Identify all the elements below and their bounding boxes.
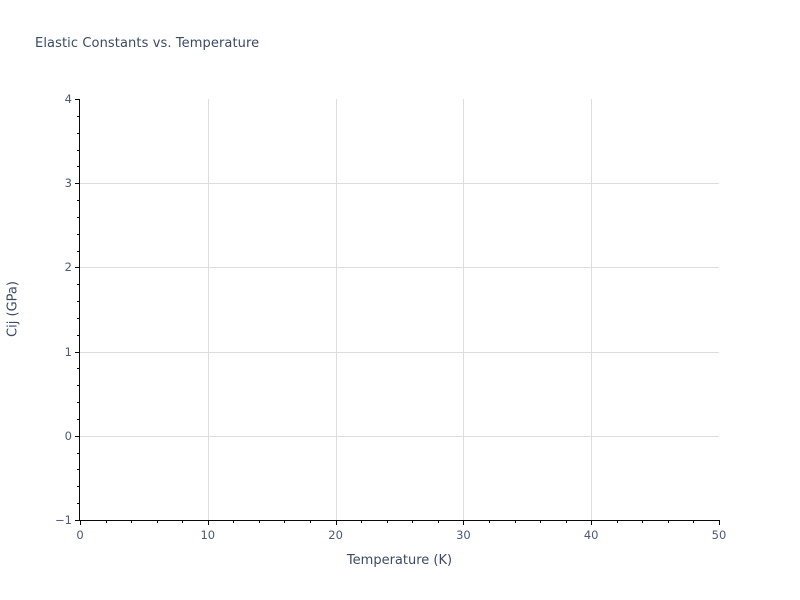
x-tick-minor bbox=[386, 521, 388, 523]
x-tick-minor bbox=[540, 521, 542, 523]
x-tick-minor bbox=[233, 521, 235, 523]
x-tick-minor bbox=[361, 521, 363, 523]
x-tick-minor bbox=[156, 521, 158, 523]
x-tick-major bbox=[463, 521, 465, 525]
x-tick-minor bbox=[642, 521, 644, 523]
y-tick-minor bbox=[77, 301, 79, 303]
gridline-horizontal bbox=[80, 267, 719, 269]
gridline-vertical bbox=[591, 99, 593, 520]
y-tick-minor bbox=[77, 385, 79, 387]
y-tick-major bbox=[75, 99, 79, 100]
y-tick-minor bbox=[77, 317, 79, 319]
gridline-horizontal bbox=[80, 351, 719, 353]
x-axis-label: Temperature (K) bbox=[346, 553, 453, 568]
x-tick-minor bbox=[514, 521, 516, 523]
y-tick-minor bbox=[77, 200, 79, 202]
x-tick-major bbox=[80, 521, 81, 525]
y-axis-label: Cij (GPa) bbox=[5, 281, 21, 337]
x-tick-label: 20 bbox=[328, 528, 343, 542]
y-tick-minor bbox=[77, 284, 79, 286]
x-tick-label: 0 bbox=[76, 528, 84, 542]
x-tick-major bbox=[335, 521, 337, 525]
y-tick-major bbox=[75, 267, 79, 269]
x-tick-major bbox=[719, 521, 720, 525]
gridline-horizontal bbox=[80, 183, 719, 185]
gridline-horizontal bbox=[80, 435, 719, 437]
y-axis-spine bbox=[79, 99, 80, 521]
y-tick-minor bbox=[77, 503, 79, 505]
y-tick-label: 0 bbox=[64, 428, 72, 443]
y-tick-minor bbox=[77, 233, 79, 235]
y-tick-label: 3 bbox=[64, 176, 72, 191]
y-tick-minor bbox=[77, 469, 79, 471]
y-tick-major bbox=[75, 183, 79, 185]
y-tick-minor bbox=[77, 149, 79, 151]
y-tick-label: 4 bbox=[64, 92, 72, 106]
x-tick-label: 50 bbox=[711, 528, 727, 542]
plot-area bbox=[80, 99, 719, 520]
y-tick-minor bbox=[77, 452, 79, 454]
x-tick-minor bbox=[437, 521, 439, 523]
y-tick-label: 2 bbox=[64, 260, 72, 275]
y-tick-minor bbox=[77, 402, 79, 404]
y-tick-major bbox=[75, 520, 79, 521]
y-tick-minor bbox=[77, 216, 79, 218]
gridline-vertical bbox=[463, 99, 465, 520]
x-tick-label: 30 bbox=[456, 528, 471, 542]
x-tick-label: 10 bbox=[200, 528, 216, 542]
x-tick-minor bbox=[667, 521, 669, 523]
x-tick-minor bbox=[412, 521, 414, 523]
x-tick-minor bbox=[258, 521, 260, 523]
y-tick-minor bbox=[77, 250, 79, 252]
y-tick-minor bbox=[77, 334, 79, 336]
y-tick-minor bbox=[77, 418, 79, 420]
y-tick-minor bbox=[77, 368, 79, 370]
x-tick-major bbox=[591, 521, 593, 525]
gridline-vertical bbox=[207, 99, 209, 520]
x-tick-major bbox=[207, 521, 209, 525]
y-tick-minor bbox=[77, 132, 79, 134]
x-tick-minor bbox=[488, 521, 490, 523]
x-tick-minor bbox=[182, 521, 184, 523]
x-tick-minor bbox=[565, 521, 567, 523]
chart-title: Elastic Constants vs. Temperature bbox=[35, 36, 260, 51]
x-tick-minor bbox=[284, 521, 286, 523]
x-tick-minor bbox=[616, 521, 618, 523]
y-tick-label: 1 bbox=[64, 344, 72, 359]
y-tick-major bbox=[75, 435, 79, 437]
x-tick-minor bbox=[105, 521, 107, 523]
x-tick-minor bbox=[310, 521, 312, 523]
x-axis-spine bbox=[79, 520, 720, 521]
gridline-vertical bbox=[335, 99, 337, 520]
x-tick-minor bbox=[693, 521, 695, 523]
y-tick-minor bbox=[77, 166, 79, 168]
y-tick-major bbox=[75, 351, 79, 353]
y-tick-minor bbox=[77, 115, 79, 117]
y-tick-label: −1 bbox=[55, 513, 72, 527]
x-tick-minor bbox=[131, 521, 133, 523]
y-tick-minor bbox=[77, 486, 79, 488]
x-tick-label: 40 bbox=[583, 528, 599, 542]
